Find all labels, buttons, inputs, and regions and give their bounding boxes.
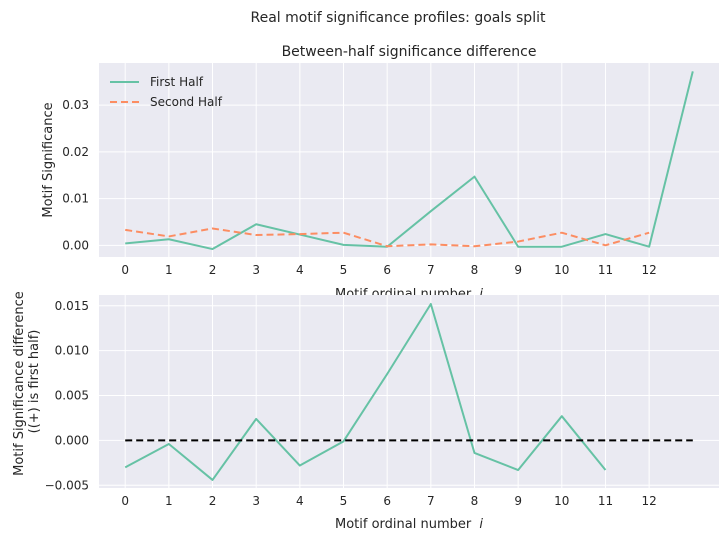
top-chart-series-line-0 <box>125 71 694 251</box>
top-chart-x-tick-label: 0 <box>121 263 129 277</box>
bottom-chart-x-ticks: 0 1 2 3 4 5 6 7 8 9 10 11 12 <box>121 494 656 508</box>
bottom-chart-x-axis-label-var: i <box>479 517 483 532</box>
bottom-chart-x-tick-label: 2 <box>209 494 217 508</box>
bottom-chart-x-tick-label: 4 <box>296 494 304 508</box>
bottom-chart-y-axis-label: Motif Significance difference ((+) is fi… <box>12 287 42 476</box>
bottom-chart-x-tick-label: 12 <box>642 494 657 508</box>
top-chart-background <box>99 63 719 257</box>
bottom-chart-background <box>99 295 719 488</box>
top-chart-x-tick-label: 7 <box>427 263 435 277</box>
bottom-chart-y-tick-label: 0.015 <box>55 299 89 313</box>
top-chart-x-tick-label: 10 <box>554 263 569 277</box>
bottom-chart-x-tick-label: 1 <box>165 494 173 508</box>
bottom-chart-y-axis-label-line2: ((+) is first half) <box>27 330 42 434</box>
top-chart-y-axis-label: Motif Significance <box>41 102 56 217</box>
bottom-chart-x-tick-label: 8 <box>471 494 479 508</box>
top-chart-panel: 0 1 2 3 4 5 6 7 8 9 10 11 12 0.000.010.020.03 Betwee… <box>41 44 719 302</box>
bottom-chart-x-tick-label: 9 <box>514 494 522 508</box>
bottom-chart-panel: 0 1 2 3 4 5 6 7 8 9 10 11 12 −0.0050.0000.0050.0100.… <box>12 287 719 532</box>
top-chart-y-tick-label: 0.03 <box>62 98 89 112</box>
bottom-chart-y-tick-label: 0.005 <box>55 389 89 403</box>
bottom-chart-y-tick-label: 0.010 <box>55 344 89 358</box>
top-chart-x-tick-label: 11 <box>598 263 613 277</box>
top-chart-x-tick-label: 4 <box>296 263 304 277</box>
bottom-chart-x-tick-label: 6 <box>383 494 391 508</box>
top-chart-y-tick-label: 0.02 <box>62 145 89 159</box>
bottom-chart-x-tick-label: 7 <box>427 494 435 508</box>
bottom-chart-y-ticks: −0.005 0.000 0.005 0.010 0.015 <box>45 299 89 493</box>
top-chart-series-line-1 <box>125 227 650 248</box>
top-chart-y-ticks: 0.00 0.01 0.02 0.03 <box>62 98 89 252</box>
bottom-chart-x-axis-label: Motif ordinal number i <box>335 517 483 532</box>
legend-label-0: First Half <box>150 75 204 89</box>
top-chart-x-tick-label: 3 <box>252 263 260 277</box>
bottom-chart-x-tick-label: 11 <box>598 494 613 508</box>
top-chart-title: Between-half significance difference <box>282 44 537 60</box>
bottom-chart-y-tick-label: −0.005 <box>45 478 89 492</box>
bottom-chart-grid <box>99 295 719 488</box>
bottom-chart-series <box>124 302 693 481</box>
bottom-chart-x-tick-label: 5 <box>340 494 348 508</box>
top-chart-y-tick-label: 0.01 <box>62 192 89 206</box>
top-chart-y-tick-label: 0.00 <box>62 238 89 252</box>
top-chart-x-tick-label: 9 <box>514 263 522 277</box>
legend-label-1: Second Half <box>150 95 223 109</box>
top-chart-x-tick-label: 2 <box>209 263 217 277</box>
bottom-chart-x-tick-label: 10 <box>554 494 569 508</box>
bottom-chart-y-tick-label: 0.000 <box>55 433 89 447</box>
top-chart-x-tick-label: 5 <box>340 263 348 277</box>
bottom-chart-y-axis-label-line1: Motif Significance difference <box>12 291 27 476</box>
top-chart-series <box>125 71 694 251</box>
bottom-chart-x-axis-label-text: Motif ordinal number <box>335 517 472 532</box>
bottom-chart-x-tick-label: 0 <box>121 494 129 508</box>
top-chart-x-tick-label: 8 <box>471 263 479 277</box>
top-chart-x-axis-label-var: i <box>479 287 483 302</box>
top-chart-legend: First Half Second Half <box>110 75 223 109</box>
top-chart-x-tick-label: 12 <box>642 263 657 277</box>
bottom-chart-x-tick-label: 3 <box>252 494 260 508</box>
figure-suptitle: Real motif significance profiles: goals … <box>251 10 546 26</box>
top-chart-x-ticks: 0 1 2 3 4 5 6 7 8 9 10 11 12 <box>121 263 656 277</box>
top-chart-x-tick-label: 1 <box>165 263 173 277</box>
bottom-chart-series-line-0 <box>124 302 607 481</box>
top-chart-x-tick-label: 6 <box>383 263 391 277</box>
